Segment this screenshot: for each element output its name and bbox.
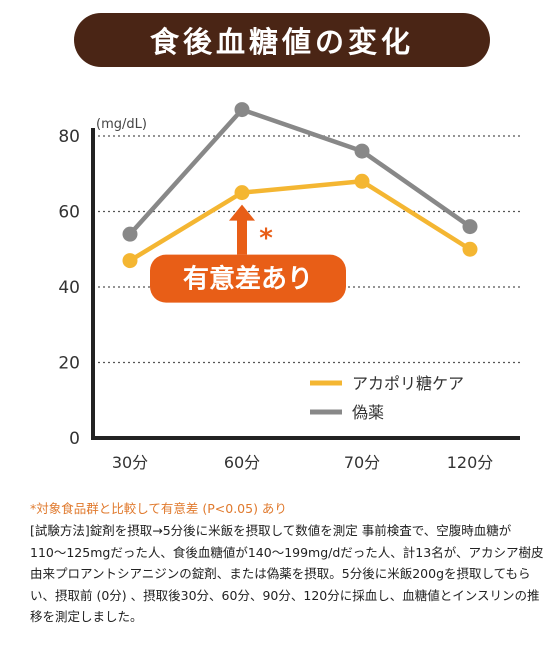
x-tick-label: 120分 <box>447 453 494 472</box>
y-tick-label: 0 <box>69 429 80 449</box>
arrow-head <box>229 204 255 221</box>
y-tick-label: 20 <box>58 354 80 374</box>
data-point <box>234 185 250 201</box>
data-point <box>234 102 250 118</box>
y-tick-label: 60 <box>58 203 80 223</box>
legend-label: アカポリ糖ケア <box>352 374 464 393</box>
data-point <box>122 226 138 242</box>
chart-title-banner: 食後血糖値の変化 <box>74 13 490 67</box>
x-tick-label: 60分 <box>224 453 260 472</box>
axes <box>91 128 520 440</box>
line-chart: (mg/dL) 0 20 40 60 80 30分 60分 70分 120分 * 有意差あり ア… <box>58 102 520 472</box>
legend-label: 偽薬 <box>352 403 384 422</box>
x-tick-label: 70分 <box>344 453 380 472</box>
significance-label: 有意差あり <box>183 264 313 295</box>
y-unit-label: (mg/dL) <box>96 117 147 132</box>
y-tick-label: 40 <box>58 278 80 298</box>
data-point <box>122 253 138 269</box>
grid-lines <box>93 135 520 364</box>
series-lines <box>122 102 478 269</box>
significance-asterisk: * <box>259 224 273 254</box>
series-line-0 <box>128 179 472 263</box>
significance-badge <box>150 254 346 303</box>
data-point <box>462 241 478 257</box>
data-point <box>354 143 370 159</box>
chart-title: 食後血糖値の変化 <box>149 25 414 59</box>
arrow-shaft <box>237 218 247 255</box>
data-point <box>462 219 478 235</box>
significance-footnote: *対象食品群と比較して有意差 (P<0.05) あり <box>30 501 287 516</box>
y-tick-labels: 0 20 40 60 80 <box>58 127 80 449</box>
x-tick-labels: 30分 60分 70分 120分 <box>112 453 493 472</box>
y-tick-label: 80 <box>58 127 80 147</box>
data-point <box>354 173 370 189</box>
x-tick-label: 30分 <box>112 453 148 472</box>
significance-annotation: * 有意差あり <box>150 204 346 303</box>
series-line-1 <box>128 107 472 236</box>
method-description: [試験方法]錠剤を摂取→5分後に米飯を摂取して数値を測定 事前検査で、空腹時血糖… <box>30 523 544 624</box>
